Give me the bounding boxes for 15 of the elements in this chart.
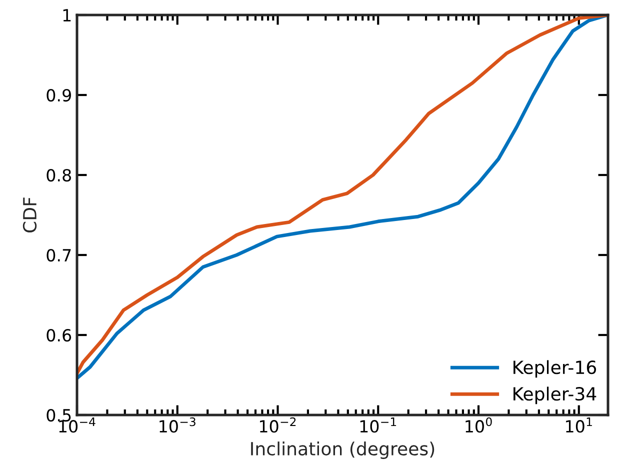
y-tick-label: 1 (63, 9, 71, 22)
y-tick-label: 0.7 (46, 248, 71, 262)
y-axis-title: CDF (22, 198, 37, 232)
x-tick-label: 10$^{0}$ (466, 417, 492, 433)
legend-label: Kepler-16 (514, 360, 596, 378)
y-tick-label: 0.9 (46, 88, 71, 102)
legend-label: Kepler-34 (514, 386, 596, 404)
x-tick-label: 10$^{−3}$ (160, 417, 196, 433)
y-tick-label: 0.6 (46, 328, 72, 342)
y-tick-label: 0.5 (46, 408, 71, 422)
x-tick-label: 10$^{1}$ (566, 418, 592, 433)
x-tick-label: 10$^{−2}$ (260, 417, 296, 433)
x-tick-label: 10$^{−1}$ (360, 418, 396, 433)
x-axis-title: Inclination (degrees) (251, 442, 434, 460)
y-tick-label: 0.8 (46, 168, 71, 182)
